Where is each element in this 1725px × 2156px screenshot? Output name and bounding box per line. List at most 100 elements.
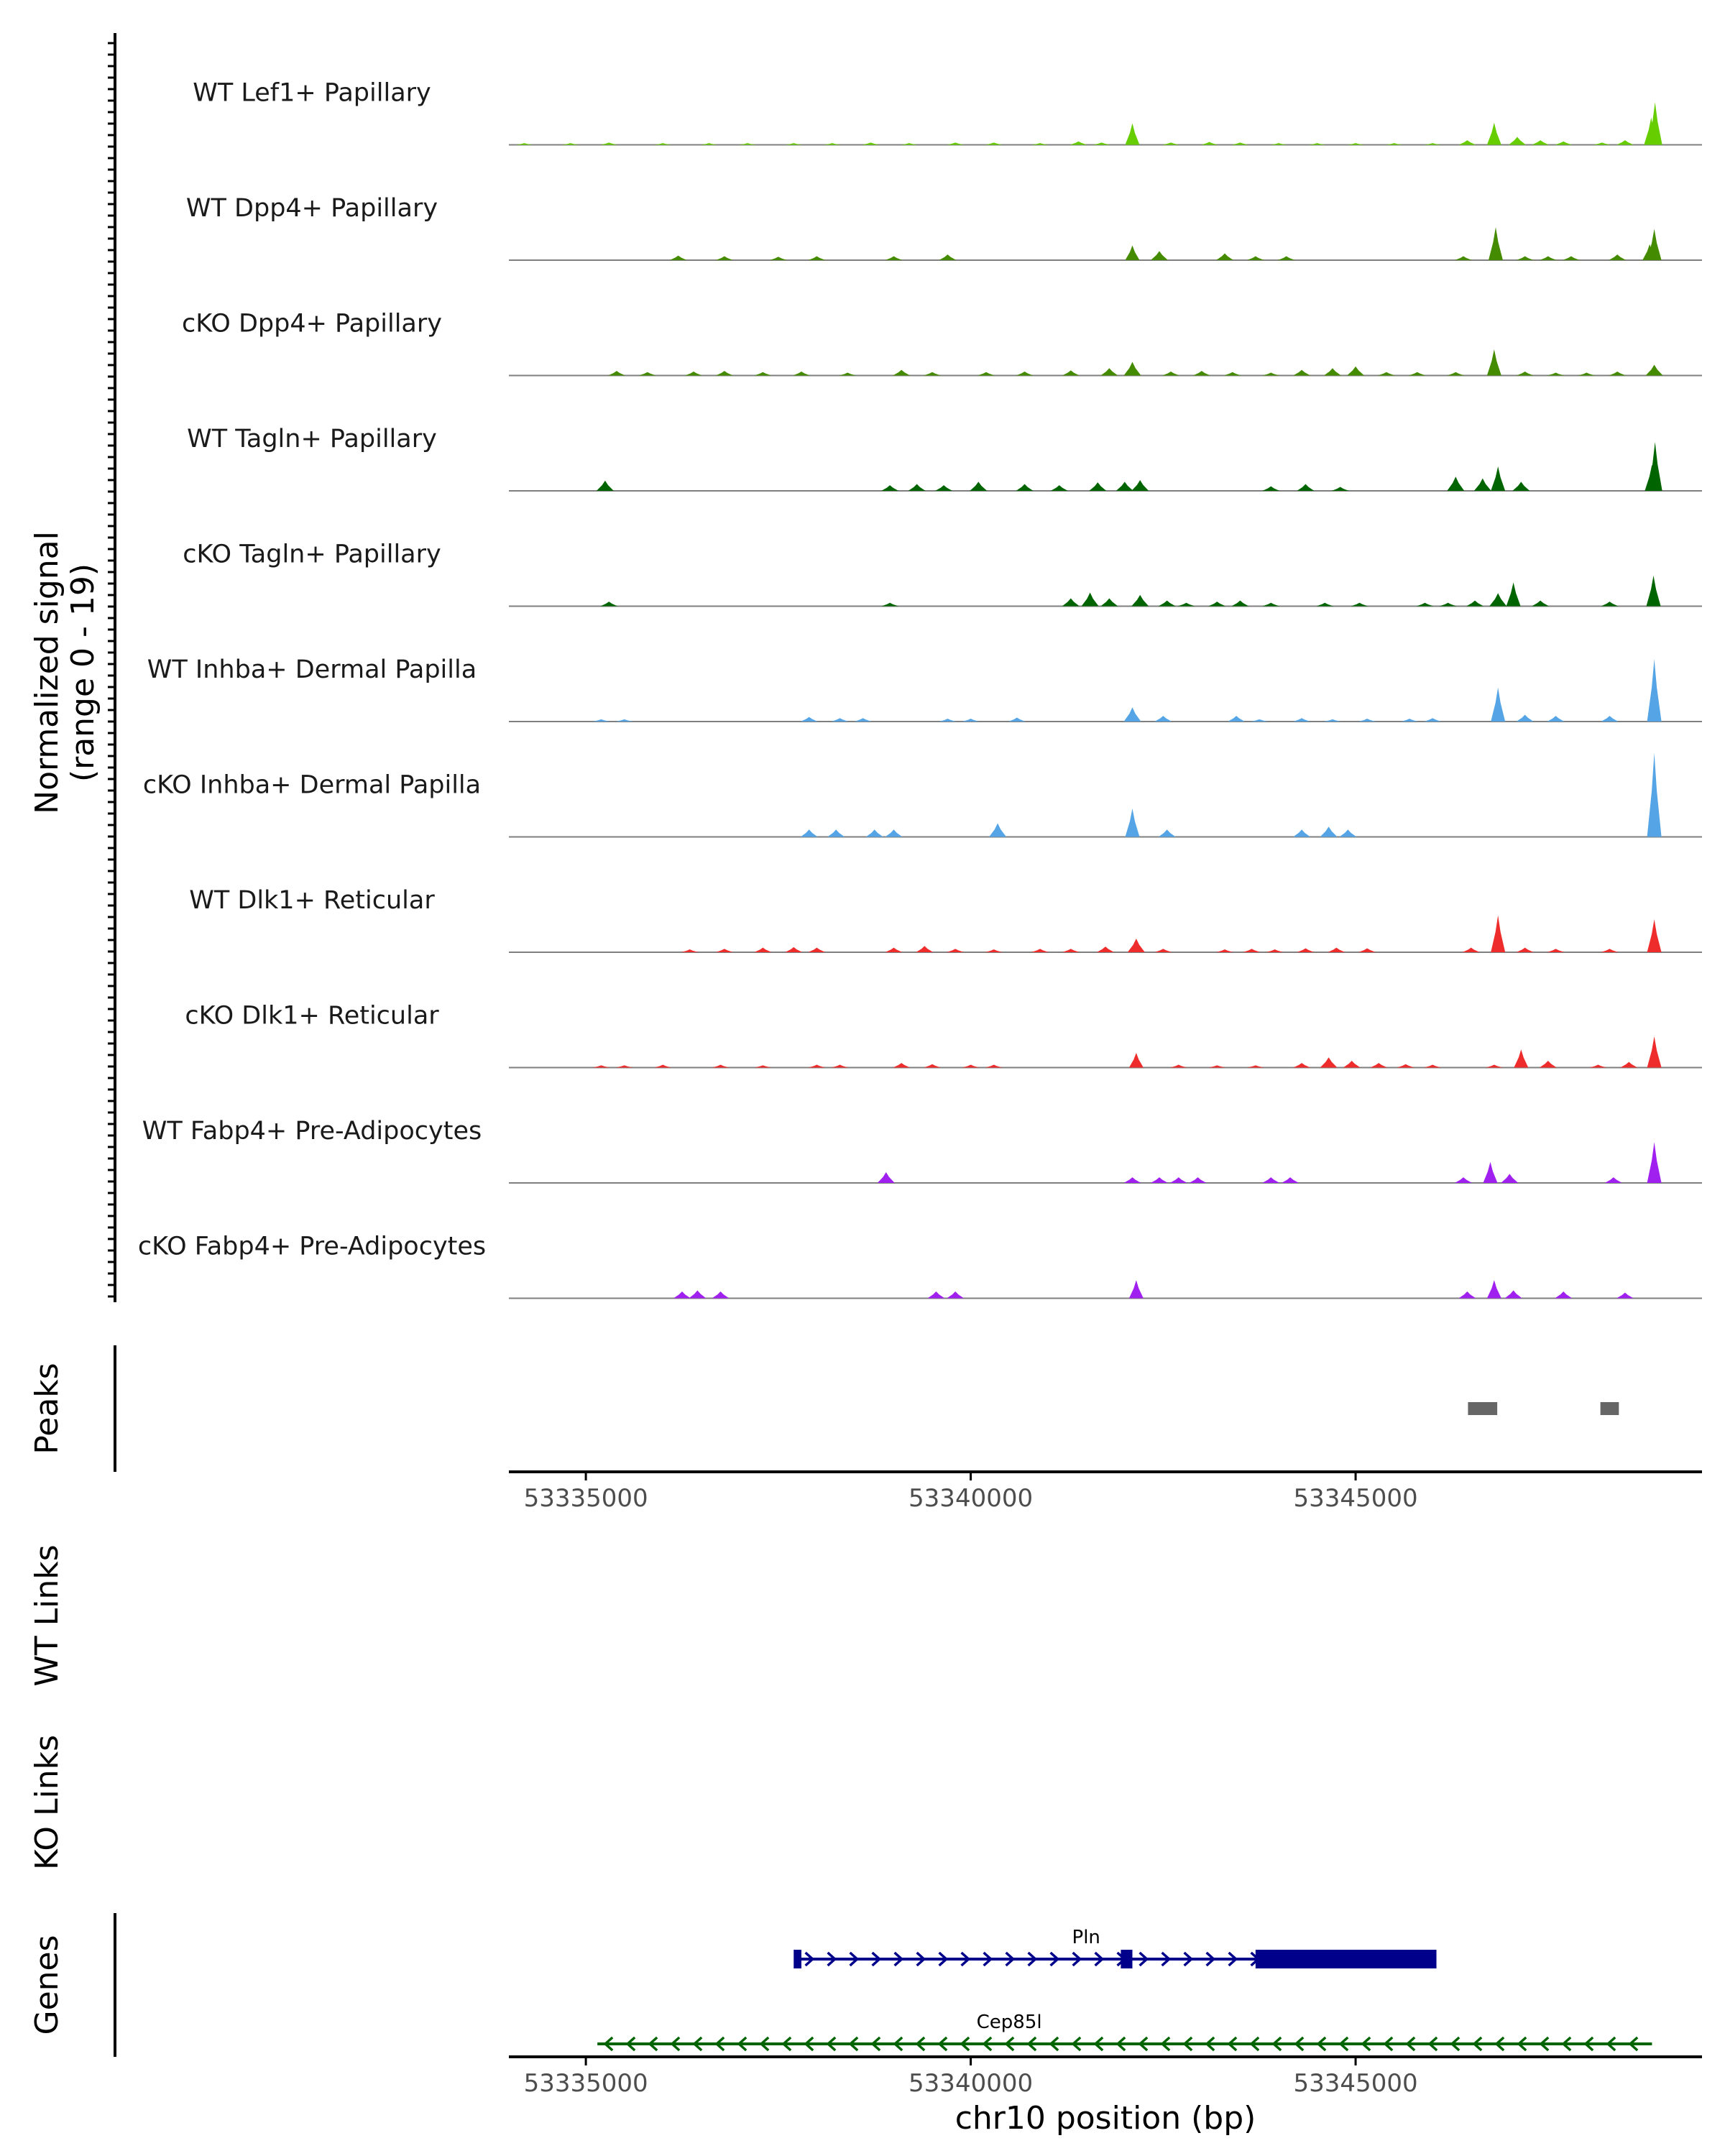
signal-peak bbox=[877, 1171, 895, 1183]
strand-arrow bbox=[1383, 2036, 1394, 2052]
signal-peak bbox=[785, 143, 803, 145]
signal-peak bbox=[1593, 142, 1611, 145]
strand-arrow bbox=[960, 2036, 970, 2052]
strand-arrow bbox=[1405, 2036, 1416, 2052]
genes-label: Genes bbox=[29, 1935, 65, 2035]
signal-peak bbox=[1485, 1064, 1503, 1068]
signal-peak bbox=[1123, 361, 1141, 376]
signal-peak bbox=[1506, 582, 1521, 607]
signal-peak bbox=[893, 1063, 911, 1068]
signal-peak bbox=[1131, 594, 1149, 607]
signal-peak bbox=[1097, 946, 1114, 952]
strand-arrow bbox=[848, 2036, 859, 2052]
strand-arrow bbox=[648, 2036, 658, 2052]
signal-peak bbox=[1127, 939, 1145, 952]
strand-arrow bbox=[1539, 2036, 1550, 2052]
strand-arrow bbox=[916, 1951, 926, 1967]
signal-peak bbox=[1516, 371, 1534, 376]
signal-peak bbox=[1150, 1177, 1168, 1183]
exon bbox=[1121, 1950, 1133, 1968]
signal-peak bbox=[1647, 442, 1662, 491]
signal-peak bbox=[1277, 256, 1295, 260]
signal-peak bbox=[1323, 719, 1341, 722]
signal-peak bbox=[989, 823, 1007, 837]
strand-arrow bbox=[1138, 2036, 1149, 2052]
strand-arrow bbox=[1517, 2036, 1527, 2052]
signal-y-axis-ticks bbox=[108, 42, 115, 1298]
signal-peak bbox=[1347, 143, 1365, 145]
signal-peak bbox=[654, 143, 672, 145]
signal-peak bbox=[947, 949, 965, 952]
signal-peak bbox=[1516, 256, 1534, 260]
signal-peak bbox=[831, 1064, 849, 1068]
track-label: cKO Fabp4+ Pre-Adipocytes bbox=[138, 1233, 486, 1261]
signal-peak bbox=[985, 142, 1003, 145]
strand-arrow bbox=[1160, 2036, 1171, 2052]
signal-peak bbox=[1491, 687, 1506, 722]
signal-peak bbox=[1200, 142, 1218, 145]
strand-arrow bbox=[915, 2036, 926, 2052]
signal-peak bbox=[1578, 372, 1596, 376]
signal-peak bbox=[1243, 949, 1261, 952]
signal-peak bbox=[1262, 486, 1280, 491]
signal-peak bbox=[1293, 1063, 1311, 1068]
signal-peak bbox=[1604, 1177, 1622, 1183]
x-tick-label: 53340000 bbox=[908, 2069, 1033, 2098]
strand-arrow bbox=[1561, 2036, 1572, 2052]
signal-peak bbox=[1512, 482, 1530, 491]
signal-peak bbox=[1293, 829, 1311, 837]
signal-peak bbox=[638, 372, 656, 376]
signal-peak bbox=[1486, 349, 1501, 376]
signal-peak bbox=[947, 142, 965, 145]
signal-peak bbox=[1491, 466, 1506, 491]
signal-peak bbox=[881, 485, 899, 491]
strand-arrow bbox=[1026, 2036, 1037, 2052]
signal-peak bbox=[865, 829, 883, 837]
signal-peak bbox=[1208, 602, 1226, 607]
signal-peak bbox=[1439, 602, 1457, 607]
signal-peak bbox=[827, 829, 845, 837]
strand-arrow bbox=[983, 1951, 993, 1967]
signal-peak bbox=[700, 143, 718, 145]
signal-peak bbox=[1516, 947, 1534, 952]
signal-peak bbox=[685, 371, 703, 376]
strand-arrow bbox=[692, 2036, 703, 2052]
gene-name: Pln bbox=[1072, 1927, 1100, 1948]
signal-peak bbox=[1246, 1065, 1264, 1068]
signal-peak bbox=[754, 947, 772, 952]
strand-arrow bbox=[826, 2036, 837, 2052]
track-label: cKO Dlk1+ Reticular bbox=[185, 1002, 439, 1031]
signal-peak bbox=[885, 256, 903, 260]
signal-y-label-line1: Normalized signal bbox=[29, 531, 65, 814]
signal-peak bbox=[1547, 716, 1565, 722]
signal-peak bbox=[1231, 600, 1249, 607]
signal-peak bbox=[1601, 949, 1619, 952]
signal-peak bbox=[1343, 1061, 1361, 1068]
signal-peak bbox=[1547, 372, 1565, 376]
signal-peak bbox=[1532, 140, 1550, 145]
signal-peak bbox=[1589, 1064, 1607, 1068]
signal-peak bbox=[1555, 1291, 1573, 1299]
x-tick-label: 53335000 bbox=[524, 2069, 648, 2098]
signal-peak bbox=[1491, 915, 1506, 952]
signal-peak bbox=[1647, 919, 1662, 952]
signal-peak bbox=[927, 1291, 945, 1299]
peaks-label: Peaks bbox=[29, 1363, 65, 1454]
signal-peak bbox=[1089, 482, 1107, 491]
signal-peak bbox=[1297, 484, 1315, 491]
strand-arrow bbox=[1049, 2036, 1059, 2052]
signal-peak bbox=[1031, 949, 1049, 952]
signal-peak bbox=[1601, 602, 1619, 607]
strand-arrow bbox=[1249, 2036, 1260, 2052]
signal-peak bbox=[1169, 1177, 1187, 1183]
track-label: WT Dpp4+ Papillary bbox=[186, 194, 438, 223]
strand-arrow bbox=[1228, 1951, 1238, 1967]
signal-peak bbox=[1516, 714, 1534, 722]
signal-peak bbox=[1508, 137, 1526, 145]
signal-peak bbox=[808, 1064, 826, 1068]
strand-arrow bbox=[804, 2036, 814, 2052]
signal-peak bbox=[1377, 372, 1395, 376]
signal-peak bbox=[1123, 707, 1141, 722]
exon bbox=[1255, 1950, 1437, 1968]
strand-arrow bbox=[1072, 1951, 1082, 1967]
